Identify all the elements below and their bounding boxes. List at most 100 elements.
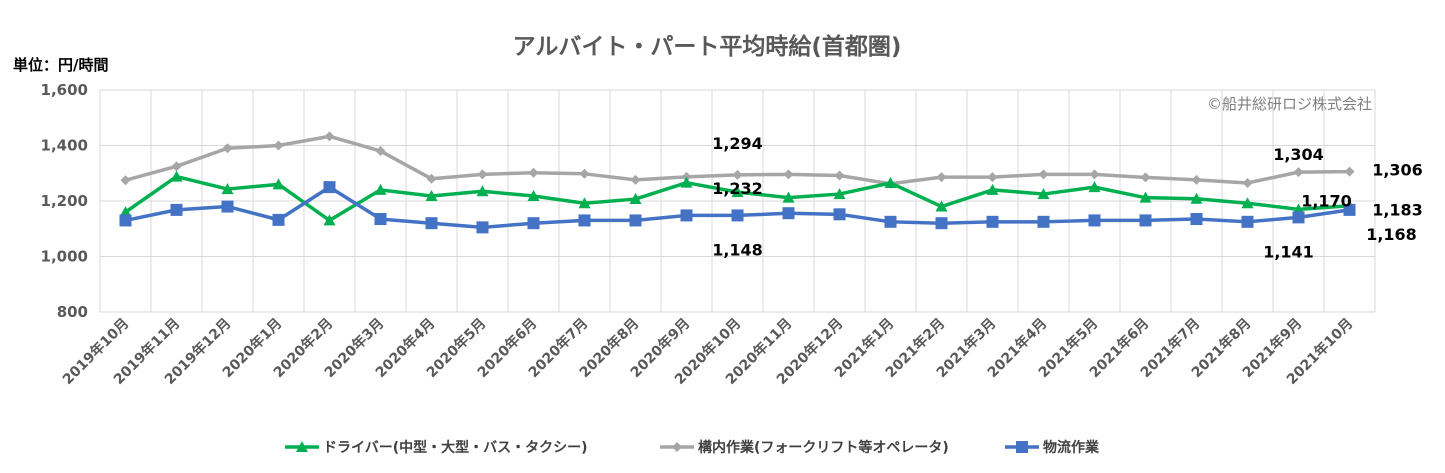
triangle-marker	[119, 206, 132, 218]
diamond-marker	[987, 172, 998, 183]
diamond-marker	[1344, 166, 1355, 177]
square-marker	[1343, 203, 1356, 216]
copyright-text: ©船井総研ロジ株式会社	[1207, 95, 1372, 113]
square-marker	[935, 217, 948, 230]
triangle-marker	[221, 183, 234, 195]
square-marker	[629, 214, 642, 227]
gridlines	[99, 89, 1376, 313]
triangle-marker	[731, 186, 744, 198]
legend-label: 構内作業(フォークリフト等オペレータ)	[698, 439, 949, 456]
data-label: 1,304	[1273, 145, 1324, 164]
square-marker	[221, 200, 234, 213]
triangle-marker	[527, 190, 540, 202]
legend-label: 物流作業	[1043, 439, 1100, 456]
data-label: 1,183	[1372, 201, 1423, 220]
square-marker	[1190, 213, 1203, 226]
triangle-marker	[1088, 181, 1101, 193]
square-marker	[1016, 441, 1028, 453]
series-diamond	[120, 131, 1355, 189]
triangle-marker	[629, 193, 642, 205]
diamond-marker	[222, 143, 233, 154]
y-axis-ticks: 800 1,000 1,200 1,400 1,600	[41, 81, 88, 321]
triangle-marker	[296, 441, 308, 452]
diamond-marker	[834, 170, 845, 181]
series-square	[119, 181, 1356, 234]
square-marker	[170, 203, 183, 216]
data-label: 1,168	[1366, 225, 1417, 244]
data-label: 1,294	[712, 134, 763, 153]
data-label: 1,170	[1301, 191, 1352, 210]
triangle-marker	[1037, 188, 1050, 200]
triangle-marker	[272, 178, 285, 190]
y-tick-label: 800	[57, 303, 88, 321]
y-tick-label: 1,400	[41, 137, 88, 155]
x-axis-ticks: 2019年10月2019年11月2019年12月2020年1月2020年2月20…	[59, 315, 1356, 388]
triangle-marker	[1139, 191, 1152, 203]
square-marker	[1139, 214, 1152, 227]
y-tick-label: 1,600	[41, 81, 88, 99]
diamond-marker	[1242, 177, 1253, 188]
diamond-marker	[1140, 172, 1151, 183]
square-marker	[680, 209, 693, 222]
triangle-marker	[476, 185, 489, 197]
diamond-marker	[936, 172, 947, 183]
square-marker	[527, 217, 540, 230]
diamond-marker	[375, 146, 386, 157]
data-label: 1,148	[712, 240, 763, 259]
square-marker	[1037, 215, 1050, 228]
legend-item: 物流作業	[1005, 439, 1100, 456]
diamond-marker	[630, 174, 641, 185]
diamond-marker	[120, 175, 131, 186]
data-label: 1,306	[1372, 161, 1423, 180]
square-marker	[782, 207, 795, 220]
square-marker	[476, 221, 489, 234]
triangle-marker	[1241, 197, 1254, 209]
diamond-marker	[579, 168, 590, 179]
triangle-marker	[680, 176, 693, 188]
legend: ドライバー(中型・大型・バス・タクシー) 構内作業(フォークリフト等オペレータ) 物…	[285, 439, 1100, 456]
diamond-marker	[1089, 169, 1100, 180]
triangle-marker	[578, 197, 591, 209]
triangle-marker	[170, 170, 183, 182]
y-tick-label: 1,000	[41, 248, 88, 266]
square-marker	[986, 215, 999, 228]
data-label: 1,141	[1263, 242, 1314, 261]
diamond-marker	[672, 442, 682, 452]
legend-item: 構内作業(フォークリフト等オペレータ)	[660, 439, 949, 456]
square-marker	[272, 213, 285, 226]
diamond-marker	[732, 169, 743, 180]
square-marker	[425, 217, 438, 230]
triangle-marker	[323, 214, 336, 226]
diamond-marker	[783, 169, 794, 180]
square-marker	[1292, 211, 1305, 224]
chart-title: アルバイト・パート平均時給(首都圏)	[513, 33, 902, 60]
square-marker	[884, 215, 897, 228]
square-marker	[578, 214, 591, 227]
square-marker	[833, 208, 846, 221]
diamond-marker	[171, 161, 182, 172]
square-marker	[1088, 214, 1101, 227]
diamond-marker	[1191, 174, 1202, 185]
triangle-marker	[1190, 192, 1203, 204]
diamond-marker	[1293, 167, 1304, 178]
data-label: 1,232	[712, 179, 763, 198]
triangle-marker	[782, 191, 795, 203]
triangle-marker	[425, 190, 438, 202]
square-marker	[374, 213, 387, 226]
legend-label: ドライバー(中型・大型・バス・タクシー)	[323, 439, 588, 456]
legend-item: ドライバー(中型・大型・バス・タクシー)	[285, 439, 588, 456]
diamond-marker	[528, 167, 539, 178]
diamond-marker	[273, 140, 284, 151]
diamond-marker	[477, 169, 488, 180]
diamond-marker	[426, 173, 437, 184]
series-layer	[119, 131, 1356, 234]
triangle-marker	[833, 188, 846, 200]
square-marker	[731, 209, 744, 222]
diamond-marker	[324, 131, 335, 142]
unit-label: 単位：円/時間	[13, 56, 108, 74]
triangle-marker	[986, 183, 999, 195]
triangle-marker	[935, 200, 948, 212]
diamond-marker	[1038, 169, 1049, 180]
y-tick-label: 1,200	[41, 192, 88, 210]
triangle-marker	[884, 176, 897, 188]
